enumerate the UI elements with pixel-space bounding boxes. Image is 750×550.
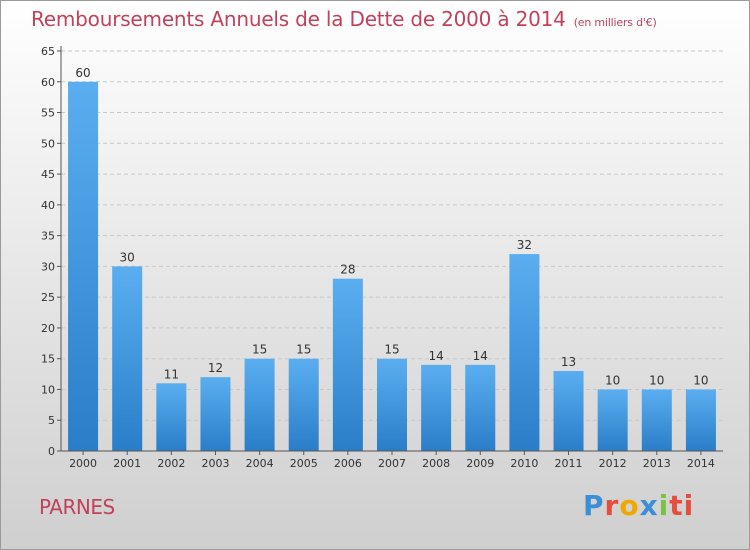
data-label: 11	[164, 367, 179, 381]
bar	[332, 278, 363, 451]
y-tick-label: 20	[41, 322, 55, 335]
bar	[244, 358, 275, 451]
logo-letter: o	[619, 489, 640, 522]
x-tick-label: 2004	[246, 457, 274, 470]
x-tick-label: 2008	[422, 457, 450, 470]
chart-title: Remboursements Annuels de la Dette de 20…	[31, 7, 657, 31]
data-label: 13	[561, 355, 576, 369]
data-label: 60	[75, 66, 90, 80]
y-tick-label: 35	[41, 230, 55, 243]
bar-chart: 0 5 10 15 20 25 30 35 40 45 50 55 60 65 60 30 11 12 15 15 2…	[41, 45, 723, 470]
logo-letter: i	[658, 489, 670, 522]
data-label: 10	[693, 373, 708, 387]
y-tick-label: 55	[41, 107, 55, 120]
x-tick-label: 2005	[290, 457, 318, 470]
title-text: Remboursements Annuels de la Dette de 20…	[31, 7, 566, 31]
y-tick-label: 0	[48, 445, 55, 458]
data-label: 15	[252, 343, 267, 357]
x-tick-label: 2003	[201, 457, 229, 470]
x-tick-label: 2007	[378, 457, 406, 470]
x-tick-label: 2011	[555, 457, 583, 470]
data-label: 12	[208, 361, 223, 375]
x-tick-label: 2006	[334, 457, 362, 470]
x-tick-label: 2000	[69, 457, 97, 470]
y-tick-label: 15	[41, 353, 55, 366]
y-tick-label: 65	[41, 45, 55, 58]
bar	[376, 358, 408, 451]
y-tick-label: 60	[41, 76, 55, 89]
y-tick-label: 5	[48, 414, 55, 427]
data-label: 28	[340, 263, 355, 277]
x-axis: 2000 2001 2002 2003 2004 2005 2006 2007 2008 2009…	[69, 451, 715, 470]
y-axis: 0 5 10 15 20 25 30 35 40 45 50 55 60 65	[41, 45, 61, 458]
x-tick-label: 2014	[687, 457, 715, 470]
y-tick-label: 10	[41, 383, 55, 396]
y-tick-label: 25	[41, 291, 55, 304]
data-label: 14	[473, 349, 488, 363]
data-label: 30	[120, 250, 135, 264]
bar	[641, 389, 672, 451]
bar	[465, 364, 496, 451]
data-label: 14	[428, 349, 443, 363]
bar	[288, 358, 319, 451]
bar	[553, 371, 584, 451]
title-unit: (en milliers d'€)	[573, 16, 657, 29]
y-tick-label: 30	[41, 260, 55, 273]
data-label: 10	[649, 373, 664, 387]
data-label: 15	[384, 343, 399, 357]
data-label: 32	[517, 238, 532, 252]
bar	[68, 81, 99, 452]
bar	[685, 389, 716, 451]
bar	[597, 389, 628, 451]
brand-logo: Proxiti	[583, 489, 694, 522]
logo-letter: P	[583, 489, 605, 522]
bars: 60 30 11 12 15 15 28 15 14 14 32 13 10 10 10	[68, 66, 716, 452]
logo-letter: r	[604, 489, 620, 522]
logo-letter: x	[639, 489, 659, 522]
bar	[421, 364, 452, 451]
bar	[156, 383, 187, 451]
y-tick-label: 45	[41, 168, 55, 181]
data-label: 10	[605, 373, 620, 387]
x-tick-label: 2001	[113, 457, 141, 470]
y-tick-label: 50	[41, 137, 55, 150]
data-label: 15	[296, 343, 311, 357]
bar	[112, 266, 143, 451]
y-tick-label: 40	[41, 199, 55, 212]
location-label: PARNES	[39, 495, 115, 519]
x-tick-label: 2012	[599, 457, 627, 470]
x-tick-label: 2010	[510, 457, 538, 470]
bar	[509, 254, 540, 451]
logo-letter: ti	[669, 489, 695, 522]
x-tick-label: 2002	[157, 457, 185, 470]
bar	[200, 377, 231, 451]
x-tick-label: 2013	[643, 457, 671, 470]
x-tick-label: 2009	[466, 457, 494, 470]
